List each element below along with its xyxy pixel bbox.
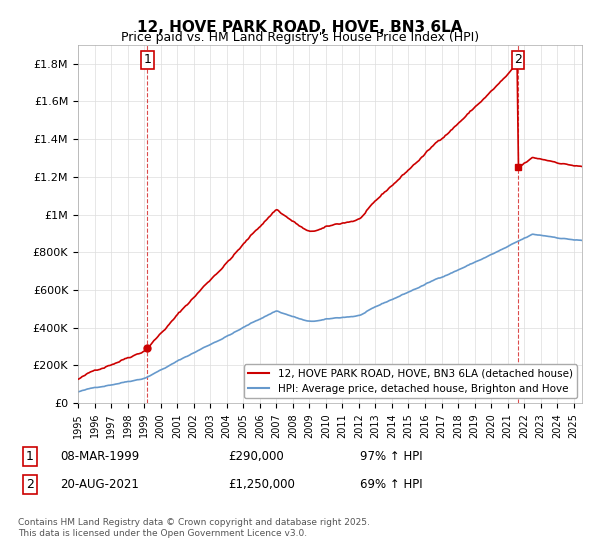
Text: 20-AUG-2021: 20-AUG-2021 <box>60 478 139 491</box>
Text: 69% ↑ HPI: 69% ↑ HPI <box>360 478 422 491</box>
Text: 12, HOVE PARK ROAD, HOVE, BN3 6LA: 12, HOVE PARK ROAD, HOVE, BN3 6LA <box>137 20 463 35</box>
Text: Contains HM Land Registry data © Crown copyright and database right 2025.
This d: Contains HM Land Registry data © Crown c… <box>18 518 370 538</box>
Text: £1,250,000: £1,250,000 <box>228 478 295 491</box>
Text: Price paid vs. HM Land Registry's House Price Index (HPI): Price paid vs. HM Land Registry's House … <box>121 31 479 44</box>
Text: 97% ↑ HPI: 97% ↑ HPI <box>360 450 422 463</box>
Text: 1: 1 <box>26 450 34 463</box>
Text: 2: 2 <box>514 53 522 67</box>
Legend: 12, HOVE PARK ROAD, HOVE, BN3 6LA (detached house), HPI: Average price, detached: 12, HOVE PARK ROAD, HOVE, BN3 6LA (detac… <box>244 365 577 398</box>
Text: 2: 2 <box>26 478 34 491</box>
Text: 1: 1 <box>143 53 151 67</box>
Text: 08-MAR-1999: 08-MAR-1999 <box>60 450 139 463</box>
Text: £290,000: £290,000 <box>228 450 284 463</box>
